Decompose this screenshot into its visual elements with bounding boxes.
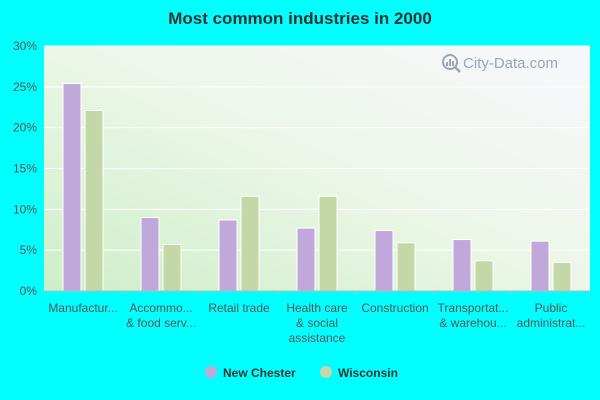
bar: [552, 261, 572, 292]
x-tick-label: Retail trade: [208, 301, 270, 315]
bars: [62, 83, 572, 292]
bar: [218, 219, 238, 292]
y-tick-label: 5%: [20, 243, 38, 257]
bar: [474, 260, 494, 292]
legend-label: Wisconsin: [338, 366, 398, 380]
legend: New Chester Wisconsin: [205, 366, 398, 380]
chart-title: Most common industries in 2000: [168, 9, 432, 28]
legend-swatch: [205, 366, 217, 378]
gridlines: [44, 45, 590, 251]
bar: [296, 227, 316, 292]
x-tick-label: Transportat... & warehou...: [438, 301, 509, 330]
x-tick-label: Health care & social assistance: [286, 301, 348, 345]
bar: [318, 195, 338, 292]
bar: [140, 217, 160, 292]
bar: [396, 242, 416, 292]
bar: [452, 239, 472, 292]
x-tick-label: Accommo... & food serv...: [126, 301, 196, 330]
y-tick-label: 25%: [13, 80, 37, 94]
y-tick-label: 0%: [20, 284, 38, 298]
bar: [62, 83, 82, 292]
bar: [162, 243, 182, 292]
bar: [84, 110, 104, 292]
y-tick-label: 30%: [13, 39, 37, 53]
bar: [374, 230, 394, 292]
y-tick-label: 20%: [13, 121, 37, 135]
watermark: City-Data.com: [442, 54, 558, 73]
legend-swatch: [320, 366, 332, 378]
magnifier-icon: [442, 54, 461, 73]
x-axis: Manufactur... Accommo... & food serv... Ret…: [44, 290, 590, 345]
x-tick-label: Public administrat...: [517, 301, 586, 330]
y-axis: 0% 5% 10% 15% 20% 25% 30%: [13, 39, 37, 298]
y-tick-label: 10%: [13, 202, 37, 216]
legend-label: New Chester: [223, 366, 296, 380]
watermark-text: City-Data.com: [463, 55, 558, 72]
bar: [240, 195, 260, 292]
y-tick-label: 15%: [13, 162, 37, 176]
x-tick-label: Construction: [361, 301, 428, 315]
bar: [530, 240, 550, 292]
x-tick-label: Manufactur...: [48, 301, 117, 315]
